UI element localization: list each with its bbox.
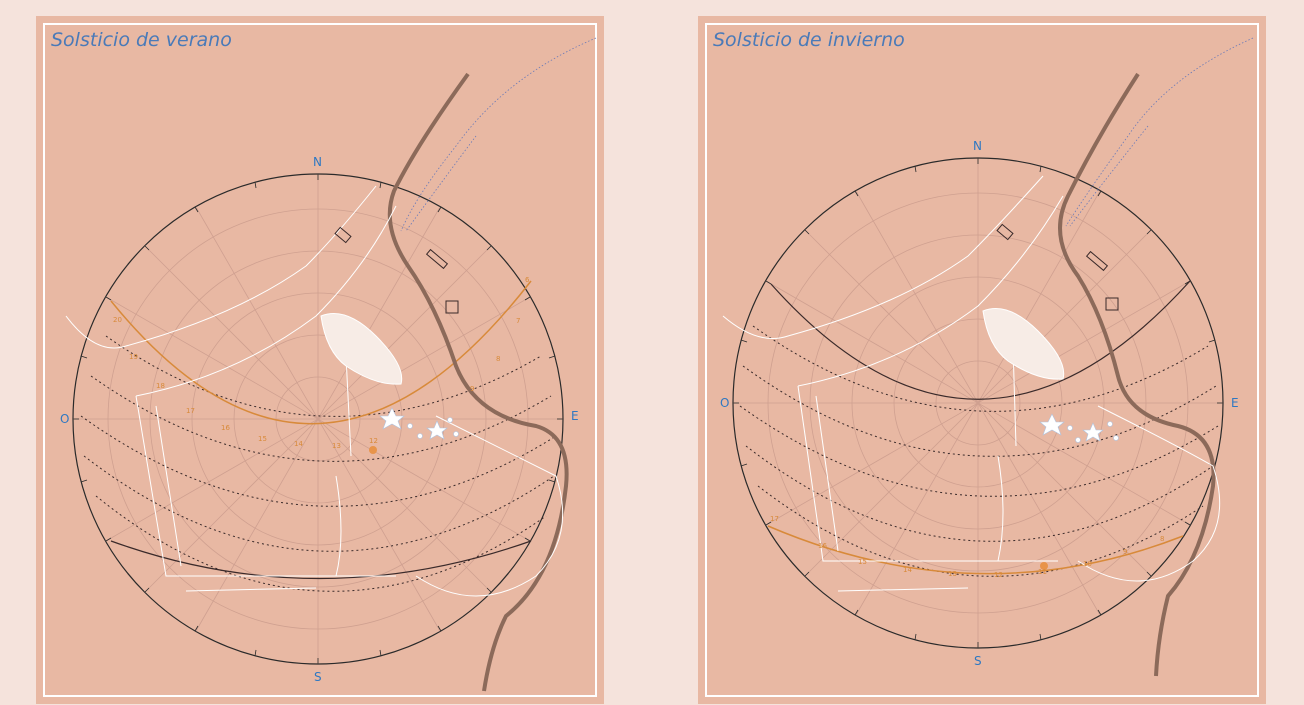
- svg-text:6: 6: [525, 276, 530, 284]
- polar-grid: [72, 173, 564, 665]
- summer-solstice-panel: Solsticio de verano: [36, 16, 604, 704]
- terrain-outlines: [65, 185, 564, 597]
- monthly-sun-paths: [739, 325, 1219, 577]
- building-hatched: [320, 313, 403, 385]
- svg-text:16: 16: [818, 542, 827, 550]
- noon-sun-marker: [1040, 562, 1048, 570]
- svg-text:12: 12: [369, 437, 378, 445]
- svg-text:11: 11: [1038, 568, 1047, 576]
- svg-text:15: 15: [258, 435, 267, 443]
- noon-sun-marker: [369, 446, 377, 454]
- svg-text:12: 12: [994, 571, 1003, 579]
- compass-west: O: [720, 396, 729, 410]
- compass-north: N: [973, 139, 982, 153]
- compass-south: S: [314, 670, 322, 684]
- blue-paths: [1065, 37, 1254, 227]
- svg-text:15: 15: [858, 558, 867, 566]
- svg-text:18: 18: [156, 382, 165, 390]
- sun-path-diagram: 17 16 15 14 13 12 11 10 9 8 N S E O: [720, 37, 1254, 677]
- compass-north: N: [313, 155, 322, 169]
- svg-text:13: 13: [332, 442, 341, 450]
- svg-text:16: 16: [221, 424, 230, 432]
- summer-sun-path: [110, 280, 532, 425]
- svg-text:17: 17: [186, 407, 195, 415]
- svg-text:8: 8: [496, 355, 500, 363]
- svg-text:7: 7: [516, 317, 520, 325]
- azimuth-ticks: [73, 174, 563, 664]
- tree-symbols: [1039, 413, 1119, 443]
- svg-text:9: 9: [1123, 548, 1127, 556]
- terrain-outlines: [722, 175, 1221, 592]
- hour-labels: 20 19 18 17 16 15 14 13 12 9 8 7 6: [113, 276, 530, 450]
- svg-text:20: 20: [113, 316, 122, 324]
- panel-frame: [43, 23, 597, 697]
- svg-text:14: 14: [903, 566, 912, 574]
- sun-path-diagram: 20 19 18 17 16 15 14 13 12 9 8 7 6 N S E…: [60, 37, 597, 692]
- tree-symbols: [379, 407, 459, 440]
- panel-title: Solsticio de verano: [51, 29, 232, 51]
- small-buildings: [996, 223, 1119, 311]
- panel-title: Solsticio de invierno: [713, 29, 905, 51]
- svg-text:14: 14: [294, 440, 303, 448]
- winter-sun-path: [110, 540, 532, 580]
- azimuth-ticks: [733, 158, 1223, 648]
- svg-text:13: 13: [948, 570, 957, 578]
- svg-text:17: 17: [770, 515, 779, 523]
- building-hatched: [982, 308, 1065, 380]
- blue-paths: [400, 37, 597, 232]
- monthly-sun-paths: [80, 335, 557, 592]
- panel-frame: [705, 23, 1259, 697]
- small-buildings: [334, 226, 459, 314]
- svg-text:19: 19: [129, 353, 138, 361]
- road: [387, 72, 569, 692]
- svg-text:10: 10: [1083, 560, 1092, 568]
- winter-solstice-panel: Solsticio de invierno: [698, 16, 1266, 704]
- summer-sun-path: [770, 280, 1191, 400]
- road: [1058, 72, 1216, 677]
- compass-east: E: [1231, 396, 1239, 410]
- compass-south: S: [974, 654, 982, 668]
- winter-sun-path: [767, 525, 1184, 575]
- svg-text:8: 8: [1160, 535, 1164, 543]
- compass-east: E: [571, 409, 579, 423]
- svg-text:9: 9: [470, 385, 474, 393]
- hour-labels: 17 16 15 14 13 12 11 10 9 8: [770, 515, 1164, 579]
- compass-west: O: [60, 412, 69, 426]
